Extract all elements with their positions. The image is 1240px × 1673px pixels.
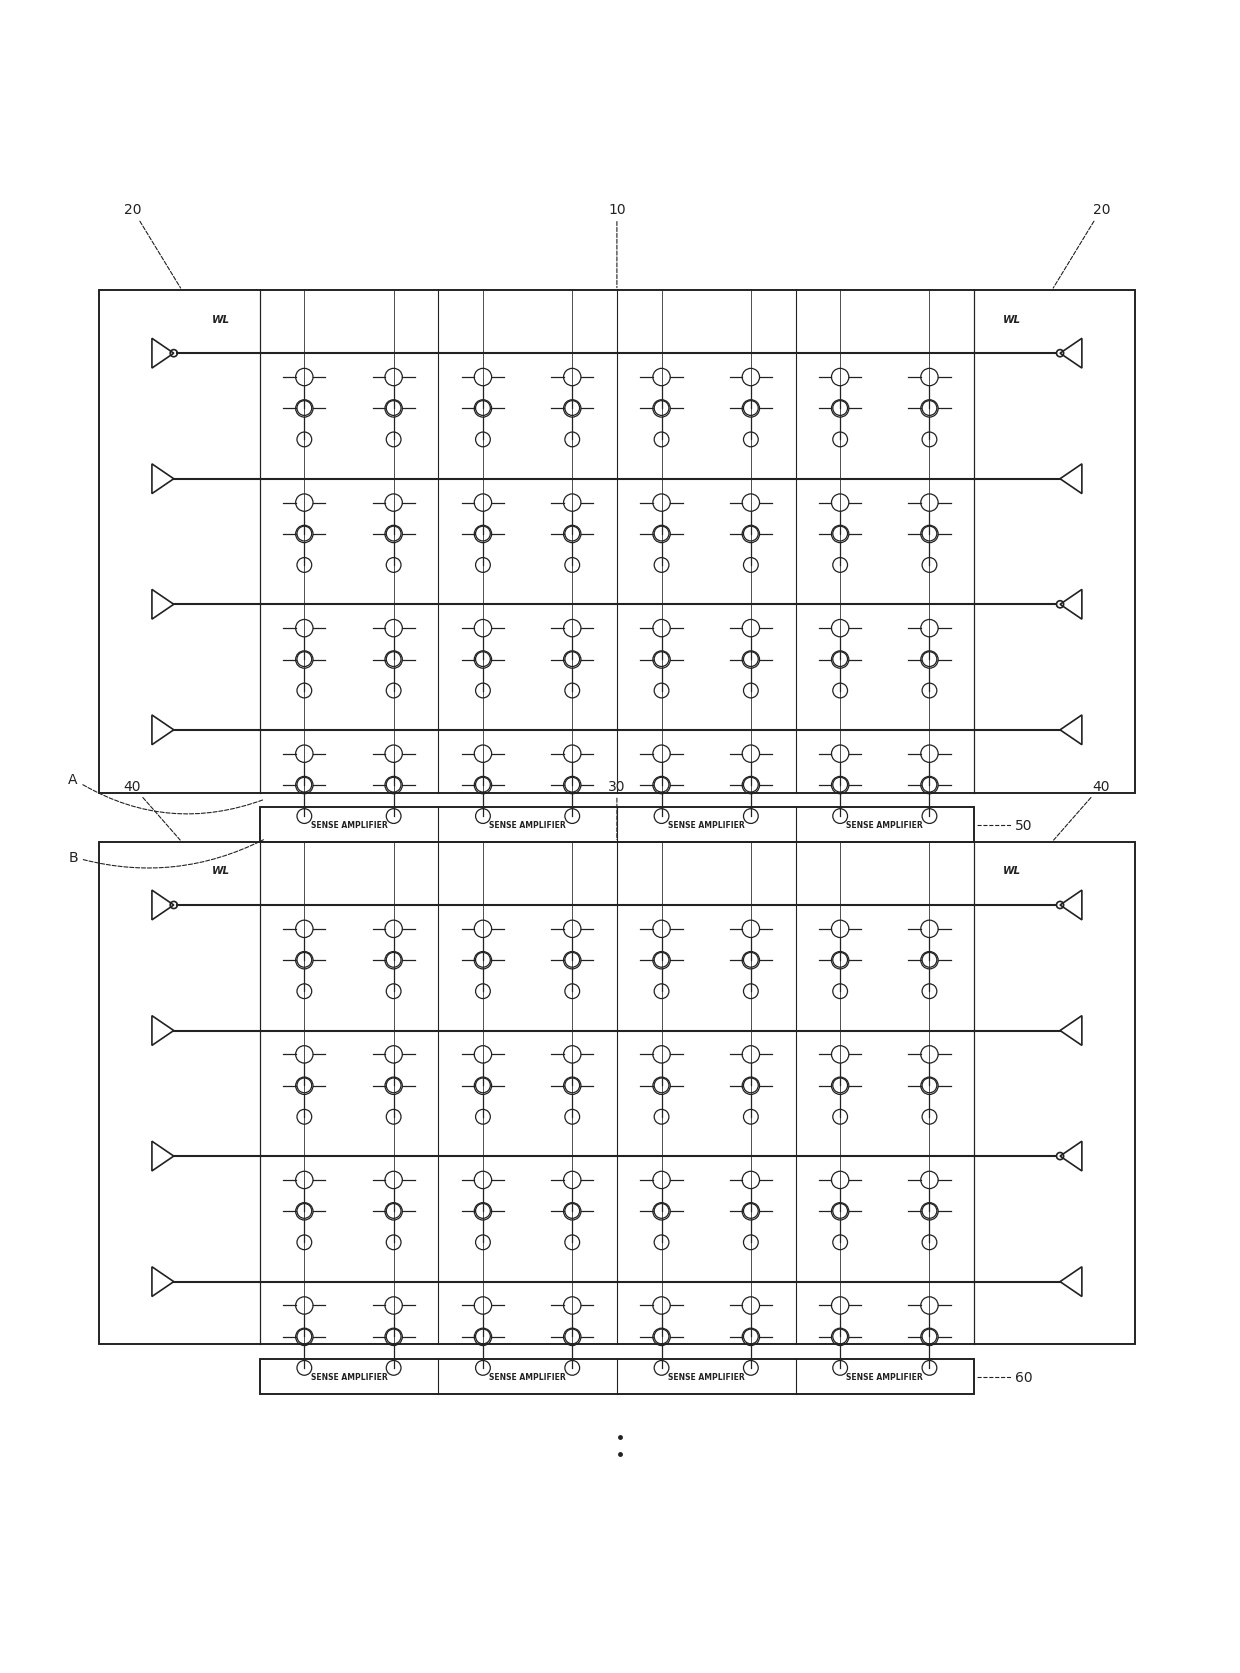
- Text: 10: 10: [608, 202, 626, 288]
- Text: 40: 40: [1054, 780, 1110, 840]
- Text: WL: WL: [1003, 315, 1022, 325]
- Text: 40: 40: [124, 780, 180, 840]
- Text: SENSE AMPLIFIER: SENSE AMPLIFIER: [310, 821, 387, 830]
- Text: 20: 20: [1053, 202, 1110, 289]
- Text: WL: WL: [212, 867, 231, 877]
- Text: B: B: [68, 840, 263, 868]
- Text: WL: WL: [212, 315, 231, 325]
- Bar: [259, 808, 975, 843]
- Bar: [259, 1360, 975, 1394]
- Bar: [99, 291, 1135, 793]
- Text: SENSE AMPLIFIER: SENSE AMPLIFIER: [668, 821, 744, 830]
- Text: SENSE AMPLIFIER: SENSE AMPLIFIER: [490, 821, 565, 830]
- Text: SENSE AMPLIFIER: SENSE AMPLIFIER: [847, 821, 924, 830]
- Text: A: A: [68, 773, 263, 815]
- Text: SENSE AMPLIFIER: SENSE AMPLIFIER: [490, 1372, 565, 1382]
- Text: 60: 60: [1016, 1370, 1033, 1384]
- Text: SENSE AMPLIFIER: SENSE AMPLIFIER: [310, 1372, 387, 1382]
- Text: WL: WL: [1003, 867, 1022, 877]
- Bar: [99, 843, 1135, 1345]
- Text: 20: 20: [124, 202, 181, 289]
- Text: SENSE AMPLIFIER: SENSE AMPLIFIER: [668, 1372, 744, 1382]
- Text: SENSE AMPLIFIER: SENSE AMPLIFIER: [847, 1372, 924, 1382]
- Text: 30: 30: [608, 780, 626, 840]
- Text: 50: 50: [1016, 818, 1033, 833]
